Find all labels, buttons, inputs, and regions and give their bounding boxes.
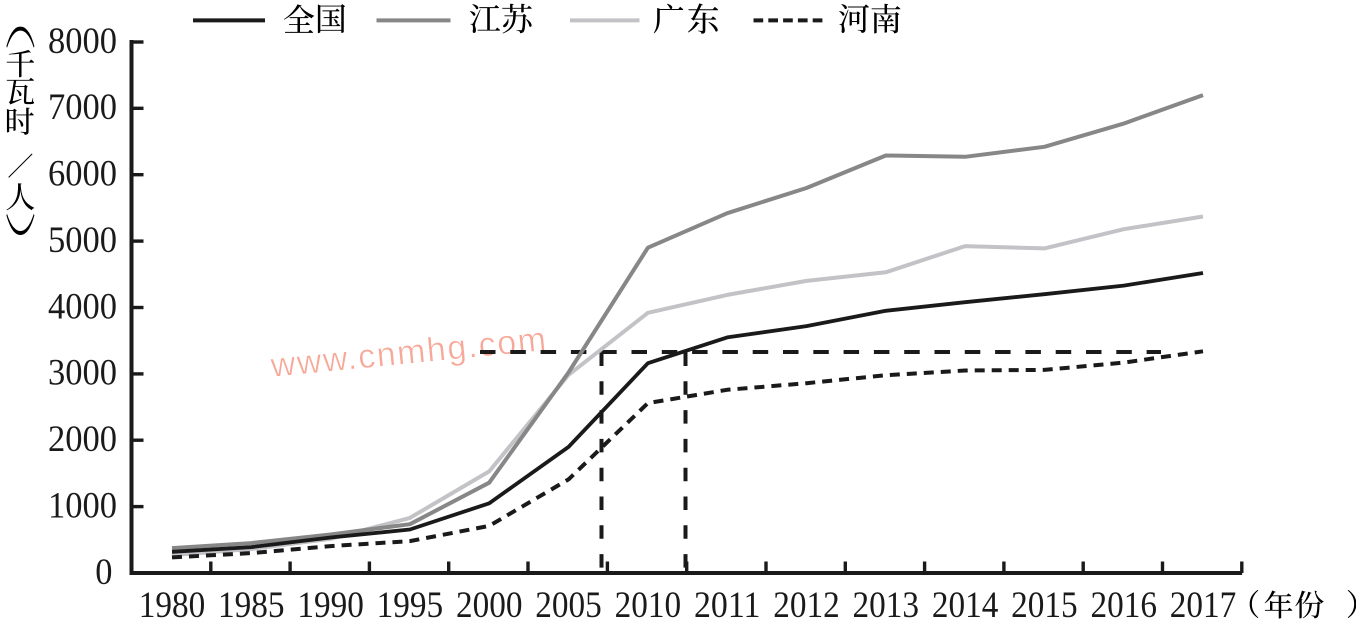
svg-text:2017: 2017 bbox=[1170, 585, 1237, 625]
svg-text:8000: 8000 bbox=[48, 21, 117, 62]
svg-text:2011: 2011 bbox=[694, 585, 761, 625]
svg-text:2015: 2015 bbox=[1011, 585, 1078, 625]
svg-text:1000: 1000 bbox=[48, 485, 117, 526]
svg-text:2016: 2016 bbox=[1090, 585, 1157, 625]
svg-text:2010: 2010 bbox=[615, 585, 682, 625]
svg-text:7000: 7000 bbox=[48, 87, 117, 128]
svg-text:4000: 4000 bbox=[48, 286, 117, 327]
svg-text:0: 0 bbox=[95, 552, 112, 593]
svg-text:2013: 2013 bbox=[853, 585, 920, 625]
svg-text:2000: 2000 bbox=[456, 585, 523, 625]
svg-text:1980: 1980 bbox=[139, 585, 206, 625]
svg-text:2005: 2005 bbox=[535, 585, 602, 625]
svg-text:5000: 5000 bbox=[48, 220, 117, 261]
svg-text:2012: 2012 bbox=[773, 585, 840, 625]
svg-text:6000: 6000 bbox=[48, 154, 117, 195]
svg-text:1995: 1995 bbox=[377, 585, 444, 625]
svg-text:1985: 1985 bbox=[218, 585, 285, 625]
svg-text:2014: 2014 bbox=[932, 585, 999, 625]
svg-text:1990: 1990 bbox=[297, 585, 364, 625]
svg-text:2000: 2000 bbox=[48, 419, 117, 460]
svg-text:3000: 3000 bbox=[48, 353, 117, 394]
